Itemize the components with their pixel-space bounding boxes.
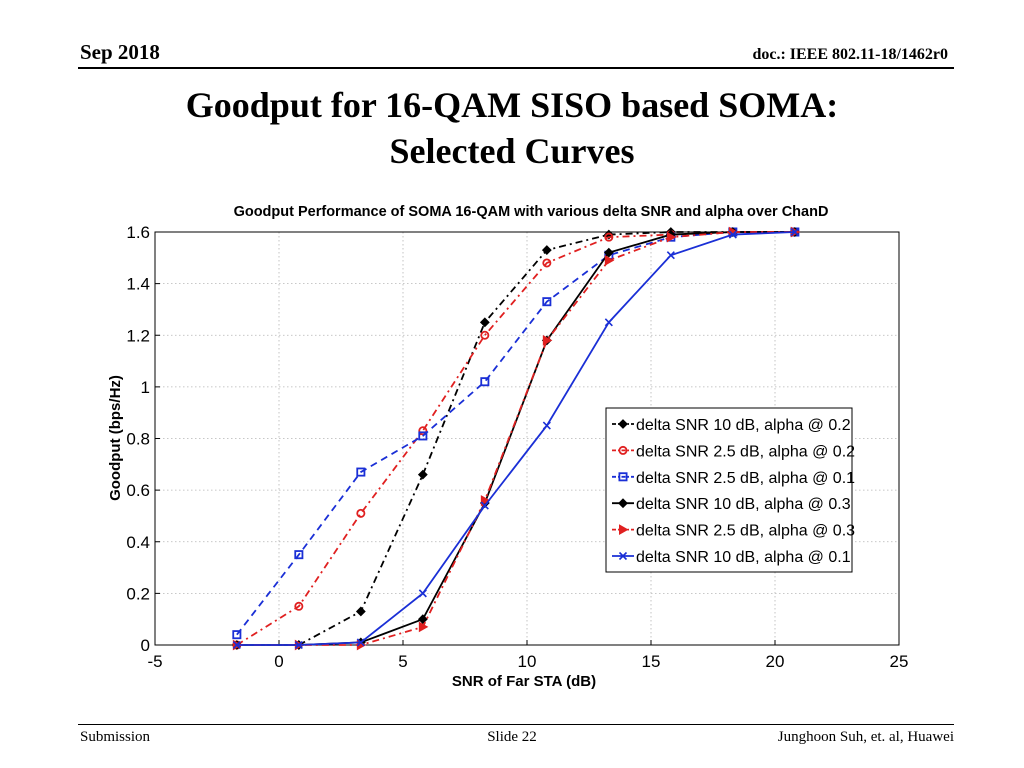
data-point-square [294,550,304,560]
data-point-triangle-right [604,255,615,266]
data-point-x [618,551,628,561]
y-tick-label: 0.6 [126,481,150,500]
series-line [236,231,795,636]
slide-title: Goodput for 16-QAM SISO based SOMA: Sele… [0,82,1024,174]
data-point-circle [356,508,366,518]
data-point-triangle-right [666,231,677,243]
x-marker-stroke [480,501,489,510]
series-line [236,231,795,646]
x-marker-stroke [418,589,427,598]
legend-label: delta SNR 10 dB, alpha @ 0.1 [636,549,851,566]
data-point-x [790,227,799,237]
data-point-square [480,377,490,387]
data-point-circle [542,258,552,268]
y-axis-label: Goodput (bps/Hz) [107,375,124,501]
x-tick-label: 0 [274,652,283,671]
x-marker-stroke [790,227,799,237]
data-point-circle [418,426,428,436]
x-marker-stroke [728,230,737,239]
data-point-x [418,589,427,598]
data-point-x [294,640,303,650]
data-point-square [618,472,628,482]
y-tick-label: 1.2 [126,326,150,345]
y-tick-label: 1.6 [126,223,150,242]
data-point-x [604,318,613,327]
data-point-diamond [541,245,552,255]
data-point-circle [480,330,490,340]
doc-number: doc.: IEEE 802.11-18/1462r0 [752,46,948,63]
x-tick-label: 5 [398,652,407,671]
legend-label: delta SNR 2.5 dB, alpha @ 0.2 [636,443,855,460]
legend-label: delta SNR 10 dB, alpha @ 0.2 [636,417,851,434]
header-divider [78,67,954,69]
data-point-diamond [417,469,428,480]
data-point-square [232,630,242,640]
data-point-x [542,421,551,430]
slide-date: Sep 2018 [80,40,160,64]
data-point-diamond [618,498,628,509]
x-marker-stroke [604,318,613,327]
y-tick-label: 1.4 [126,275,150,294]
series-layer [231,226,801,651]
y-tick-label: 0.2 [126,584,150,603]
legend-box [605,407,853,573]
y-tick-label: 0.8 [126,430,150,449]
data-point-triangle-right [418,621,429,633]
legend-label: delta SNR 10 dB, alpha @ 0.3 [636,496,851,513]
data-point-x [480,501,489,510]
chart-legend: delta SNR 10 dB, alpha @ 0.2 delta SNR 2.… [605,407,855,573]
data-point-triangle-right [542,335,553,346]
series-line [236,231,795,646]
x-marker-stroke [666,251,675,260]
footer-slide-number: Slide 22 [487,729,537,745]
data-point-square [418,431,428,441]
x-marker-stroke [356,638,365,647]
legend-label: delta SNR 2.5 dB, alpha @ 0.1 [636,470,855,487]
data-point-diamond [603,247,614,258]
data-point-square [542,297,552,307]
data-point-circle [604,232,614,242]
y-tick-label: 0.4 [126,533,150,552]
x-marker-stroke [232,640,241,650]
data-point-circle [294,601,304,611]
footer-divider [78,724,954,725]
slide-title-line1: Goodput for 16-QAM SISO based SOMA: [185,85,839,125]
x-marker-stroke [542,421,551,430]
y-tick-label: 1 [141,378,150,397]
data-point-x [728,230,737,239]
chart-title: Goodput Performance of SOMA 16-QAM with … [234,204,829,220]
data-point-triangle-right [480,495,491,506]
legend-label: delta SNR 2.5 dB, alpha @ 0.3 [636,523,855,540]
footer-submission: Submission [80,729,151,745]
x-tick-label: 15 [642,652,661,671]
x-axis-label: SNR of Far STA (dB) [452,673,596,690]
data-point-x [356,638,365,647]
data-point-circle [618,445,628,455]
series-6 [232,227,799,650]
x-tick-label: 20 [766,652,785,671]
x-tick-label: -5 [147,652,162,671]
footer-authors: Junghoon Suh, et. al, Huawei [777,729,954,745]
y-tick-label: 0 [141,636,150,655]
data-point-x [666,251,675,260]
data-point-diamond [417,614,428,625]
data-point-triangle-right [619,524,629,535]
slide-title-line2: Selected Curves [389,131,635,171]
data-point-square [356,467,366,477]
data-point-diamond [355,606,366,617]
x-marker-stroke [618,551,628,561]
x-marker-stroke [294,640,303,650]
data-point-diamond [618,419,628,429]
x-tick-label: 25 [890,652,909,671]
x-tick-label: 10 [518,652,537,671]
data-point-x [232,640,241,650]
data-point-diamond [479,317,490,328]
